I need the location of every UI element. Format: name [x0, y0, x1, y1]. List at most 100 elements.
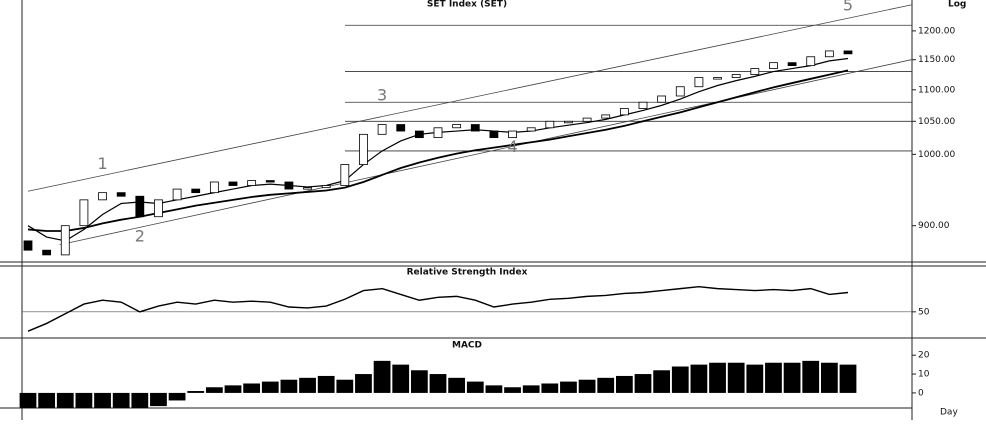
rsi-line — [27, 285, 849, 332]
macd-bar — [187, 391, 205, 393]
macd-bar — [75, 392, 93, 408]
macd-bar — [615, 375, 633, 393]
y-tick-label: 900.00 — [918, 221, 950, 231]
macd-bar — [560, 381, 577, 393]
macd-bar — [504, 387, 521, 393]
x-unit: Day — [940, 408, 958, 418]
trend-line — [27, 4, 912, 192]
wave-label: 2 — [135, 227, 145, 246]
candle — [452, 124, 462, 129]
candle — [191, 188, 201, 194]
candle — [713, 77, 722, 80]
macd-bar — [243, 383, 261, 393]
candle — [284, 181, 294, 190]
y-tick-label: 1100.00 — [918, 85, 955, 95]
candle — [433, 127, 443, 139]
candle — [265, 180, 275, 183]
macd-bar — [653, 370, 671, 393]
rsi-title: Relative Strength Index — [407, 268, 528, 278]
macd-bar — [448, 377, 466, 393]
y-tick-label: 0 — [918, 388, 924, 398]
y-tick-label: 1000.00 — [918, 150, 955, 160]
macd-bar — [671, 366, 689, 393]
y-tick-label: 1050.00 — [918, 117, 955, 127]
candle — [582, 117, 592, 122]
candle — [209, 181, 219, 194]
candle — [526, 127, 536, 132]
candle — [247, 180, 257, 186]
candle — [545, 120, 555, 129]
candle — [116, 192, 126, 197]
y-tick-label: 10 — [918, 370, 930, 380]
y-tick-label: 1200.00 — [918, 26, 955, 36]
candle — [359, 133, 368, 165]
macd-bar — [205, 387, 223, 393]
macd-bar — [765, 362, 782, 393]
candle — [675, 86, 685, 97]
macd-bar — [317, 375, 335, 393]
candle — [79, 199, 89, 227]
candle — [303, 187, 312, 190]
macd-bar — [466, 381, 484, 393]
candle — [787, 62, 797, 67]
candle — [321, 185, 331, 189]
macd-bar — [783, 362, 801, 393]
wave-label: 1 — [97, 154, 107, 173]
macd-bar — [690, 364, 708, 393]
macd-bar — [131, 392, 149, 408]
candle — [396, 124, 406, 132]
candle — [377, 124, 387, 135]
macd-bar — [485, 385, 503, 393]
macd-bar — [38, 392, 56, 408]
macd-bar — [299, 377, 316, 393]
candle — [23, 240, 33, 251]
candle — [731, 74, 741, 79]
candle — [657, 95, 667, 103]
wave-label: 3 — [377, 85, 387, 104]
macd-bar — [802, 360, 820, 393]
candle — [414, 130, 424, 139]
macd-bar — [373, 360, 391, 393]
candle — [601, 114, 611, 119]
y-tick-label: 50 — [918, 307, 930, 317]
candle — [843, 50, 853, 55]
macd-bar — [746, 364, 764, 393]
macd-bar — [578, 379, 596, 393]
candle — [228, 181, 238, 186]
candle — [489, 130, 499, 139]
macd-title: MACD — [452, 341, 482, 351]
candle — [470, 124, 480, 132]
trend-line — [59, 59, 912, 246]
macd-bar — [19, 392, 37, 408]
macd-bar — [280, 379, 298, 393]
macd-bar — [727, 362, 745, 393]
candle — [564, 120, 573, 124]
wave-label: 5 — [843, 0, 853, 14]
candle — [60, 225, 70, 256]
candle — [619, 108, 629, 116]
candle — [769, 62, 778, 69]
candle — [98, 192, 107, 201]
candle — [340, 164, 350, 186]
candle — [154, 199, 163, 218]
candle — [694, 77, 704, 88]
wave-label: 4 — [507, 137, 517, 156]
macd-bar — [94, 392, 111, 408]
macd-bar — [820, 362, 838, 393]
macd-bar — [168, 392, 186, 401]
candle — [824, 50, 834, 58]
macd-bar — [429, 374, 447, 393]
y-tick-label: 1150.00 — [918, 55, 955, 65]
candle — [42, 249, 52, 256]
macd-bar — [597, 377, 615, 393]
macd-bar — [224, 385, 242, 393]
macd-bar — [522, 385, 540, 393]
macd-bar — [261, 381, 279, 393]
candle — [508, 130, 517, 139]
candle — [638, 101, 648, 109]
macd-bar — [355, 374, 372, 393]
macd-bar — [112, 392, 130, 408]
